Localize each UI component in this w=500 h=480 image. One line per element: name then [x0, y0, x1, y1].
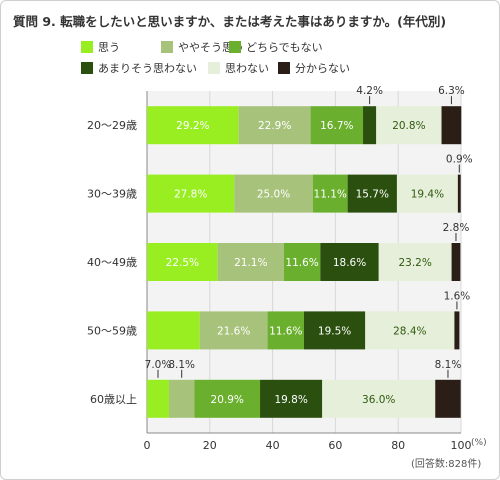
data-label: 28.4% [393, 325, 426, 337]
data-label: 27.8% [174, 189, 207, 201]
legend-swatch [278, 62, 290, 74]
legend-label: どちらでもない [246, 41, 323, 54]
legend-swatch [161, 41, 173, 53]
data-label: 19.4% [411, 189, 444, 201]
bar-segment [457, 174, 461, 213]
x-axis-unit: (%) [471, 438, 487, 448]
data-label: 4.2% [356, 85, 383, 97]
data-label: 25.0% [257, 189, 290, 201]
category-label: 30〜39歳 [87, 188, 137, 201]
legend-item: ややそう思う [161, 39, 244, 55]
legend-item: 思う [81, 39, 120, 55]
bar-segment [199, 311, 268, 350]
response-count: (回答数:828件) [411, 459, 482, 470]
category-label: 40〜49歳 [87, 256, 137, 269]
data-label: 21.1% [234, 257, 267, 269]
data-label: 22.9% [258, 120, 291, 132]
x-tick-label: 40 [266, 439, 280, 452]
chart-title: 質問 9. 転職をしたいと思いますか、または考えた事はありますか。(年代別) [13, 14, 447, 29]
bar-segment [194, 379, 261, 418]
bar-segment [454, 311, 460, 350]
category-label: 20〜29歳 [87, 119, 137, 132]
bar-segment [363, 106, 377, 145]
bar-segment [168, 379, 195, 418]
legend-label: 分からない [295, 62, 350, 75]
legend-item: 思わない [208, 60, 269, 76]
data-label: 6.3% [438, 85, 465, 97]
x-tick-label: 60 [328, 439, 342, 452]
bar-segment [312, 174, 348, 213]
x-tick-label: 0 [144, 439, 151, 452]
bar-segment [238, 106, 311, 145]
bar-segment [217, 243, 284, 281]
legend-label: あまりそう思わない [98, 62, 197, 75]
data-label: 1.6% [444, 290, 471, 302]
bar-segment [322, 379, 436, 418]
data-label: 8.1% [168, 359, 195, 371]
data-label: 20.8% [392, 120, 425, 132]
legend-label: ややそう思う [178, 41, 244, 54]
bar-segment [304, 311, 366, 350]
data-label: 19.8% [274, 394, 307, 406]
data-label: 21.6% [217, 325, 250, 337]
bar-segment [451, 243, 461, 281]
data-label: 29.2% [176, 120, 209, 132]
bar-segment [378, 243, 452, 281]
legend-swatch [229, 41, 241, 53]
data-label: 11.6% [285, 257, 318, 269]
bar-segment [147, 174, 235, 213]
legend-swatch [81, 62, 93, 74]
x-tick-label: 100 [451, 439, 472, 452]
data-label: 19.5% [318, 325, 351, 337]
category-label: 50〜59歳 [87, 324, 137, 337]
legend-item: 分からない [278, 60, 350, 76]
bar-segment [441, 106, 462, 145]
bar-segment [310, 106, 364, 145]
bar-segment [267, 311, 304, 350]
legend-label: 思う [98, 41, 120, 54]
legend-item: どちらでもない [229, 39, 323, 55]
category-label: 60歳以上 [90, 393, 137, 406]
legend-label: 思わない [225, 62, 269, 75]
bar-segment [435, 379, 461, 418]
data-label: 15.7% [356, 189, 389, 201]
data-label: 23.2% [398, 257, 431, 269]
data-label: 18.6% [333, 257, 366, 269]
bar-segment [396, 174, 458, 213]
data-label: 7.0% [145, 359, 172, 371]
data-label: 0.9% [446, 154, 473, 166]
data-label: 16.7% [320, 120, 353, 132]
data-label: 2.8% [443, 222, 470, 234]
data-label: 20.9% [211, 394, 244, 406]
data-label: 11.1% [314, 189, 347, 201]
bar-segment [260, 379, 323, 418]
bar-segment [234, 174, 313, 213]
legend-swatch [208, 62, 220, 74]
data-label: 22.5% [166, 257, 199, 269]
bar-segment [147, 311, 200, 350]
legend-swatch [81, 41, 93, 53]
bar-segment [147, 243, 218, 281]
data-label: 11.6% [269, 325, 302, 337]
bar-segment [320, 243, 379, 281]
x-tick-label: 80 [391, 439, 405, 452]
data-label: 8.1% [435, 359, 462, 371]
bar-segment [347, 174, 397, 213]
data-label: 36.0% [362, 394, 395, 406]
x-tick-label: 20 [203, 439, 217, 452]
bar-segment [376, 106, 442, 145]
bar-segment [147, 379, 169, 418]
bar-segment [365, 311, 455, 350]
bar-segment [147, 106, 239, 145]
bar-segment [283, 243, 321, 281]
legend-item: あまりそう思わない [81, 60, 197, 76]
